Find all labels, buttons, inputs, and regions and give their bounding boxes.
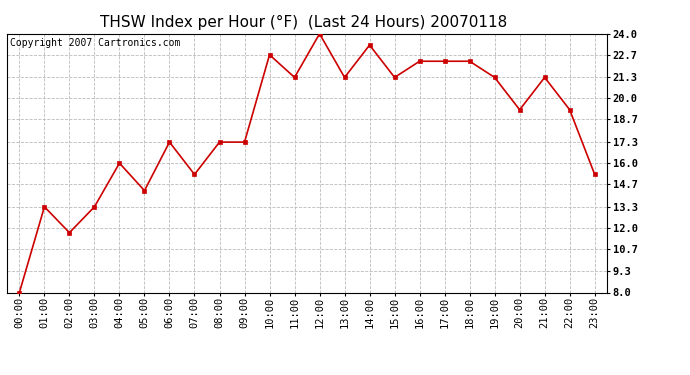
- Text: Copyright 2007 Cartronics.com: Copyright 2007 Cartronics.com: [10, 38, 180, 48]
- Text: THSW Index per Hour (°F)  (Last 24 Hours) 20070118: THSW Index per Hour (°F) (Last 24 Hours)…: [100, 15, 507, 30]
